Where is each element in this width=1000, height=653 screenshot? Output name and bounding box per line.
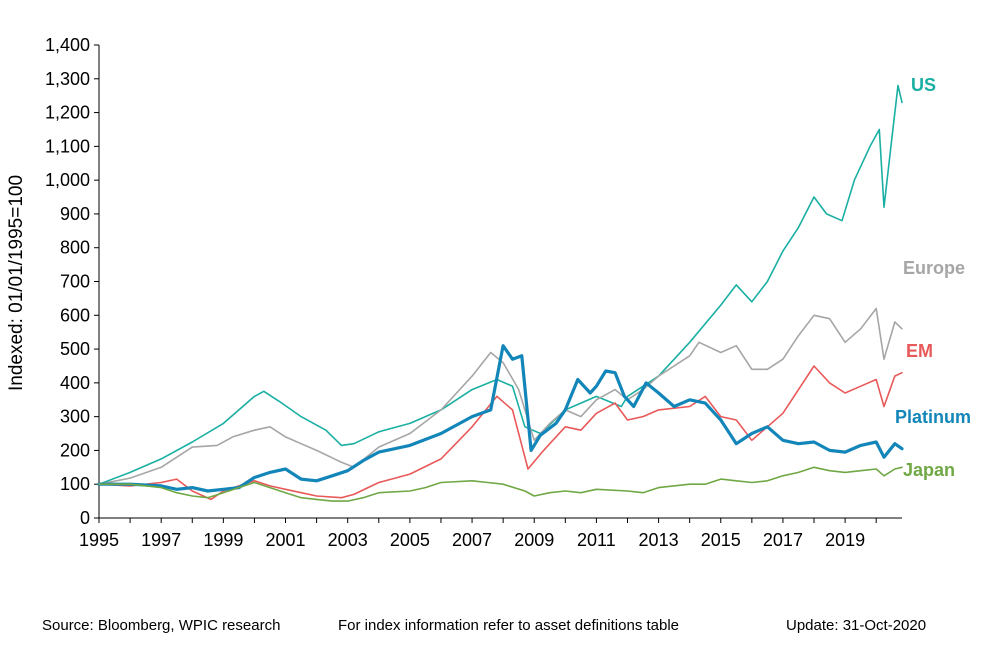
x-tick-label: 2013	[639, 530, 679, 550]
series-label-platinum: Platinum	[895, 407, 971, 427]
series-label-us: US	[911, 75, 936, 95]
y-tick-label: 300	[60, 407, 90, 427]
y-tick-label: 600	[60, 305, 90, 325]
series-label-em: EM	[906, 341, 933, 361]
series-line-japan	[98, 466, 903, 502]
x-axis: 1995 1997 1999 2001 2003 2005 2007 2009 2011 2013…	[79, 517, 902, 550]
x-tick-label: 1997	[141, 530, 181, 550]
y-tick-label: 400	[60, 373, 90, 393]
y-tick-label: 500	[60, 339, 90, 359]
y-tick-label: 100	[60, 474, 90, 494]
y-tick-label: 1,300	[45, 69, 90, 89]
series-label-europe: Europe	[903, 258, 965, 278]
y-tick-label: 1,400	[45, 35, 90, 55]
update-date: Update: 31-Oct-2020	[786, 617, 927, 634]
index-info-note: For index information refer to asset def…	[338, 617, 680, 634]
y-tick-label: 1,000	[45, 170, 90, 190]
x-tick-label: 2009	[514, 530, 554, 550]
x-tick-label: 2007	[452, 530, 492, 550]
y-tick-label: 1,200	[45, 103, 90, 123]
y-tick-label: 0	[80, 508, 90, 528]
y-axis: 0 100 200 300 400 500 600 700 800 900 1,000 1,100 1,…	[45, 35, 100, 528]
series-line-europe	[98, 307, 903, 485]
y-tick-label: 800	[60, 238, 90, 258]
x-tick-label: 2003	[328, 530, 368, 550]
series-line-platinum	[97, 344, 904, 493]
x-tick-label: 1999	[203, 530, 243, 550]
y-tick-label: 700	[60, 272, 90, 292]
series-line-em	[98, 365, 903, 501]
series-lines	[97, 84, 904, 502]
y-tick-label: 1,100	[45, 136, 90, 156]
x-tick-label: 1995	[79, 530, 119, 550]
series-label-japan: Japan	[903, 460, 955, 480]
source-note: Source: Bloomberg, WPIC research	[42, 617, 281, 634]
y-tick-label: 200	[60, 440, 90, 460]
x-tick-label: 2001	[266, 530, 306, 550]
x-tick-label: 2017	[763, 530, 803, 550]
x-tick-label: 2015	[701, 530, 741, 550]
series-line-us	[98, 84, 903, 485]
x-tick-label: 2019	[825, 530, 865, 550]
y-axis-title: Indexed: 01/01/1995=100	[6, 175, 27, 391]
x-tick-label: 2005	[390, 530, 430, 550]
y-tick-label: 900	[60, 204, 90, 224]
x-tick-label: 2011	[577, 530, 616, 550]
